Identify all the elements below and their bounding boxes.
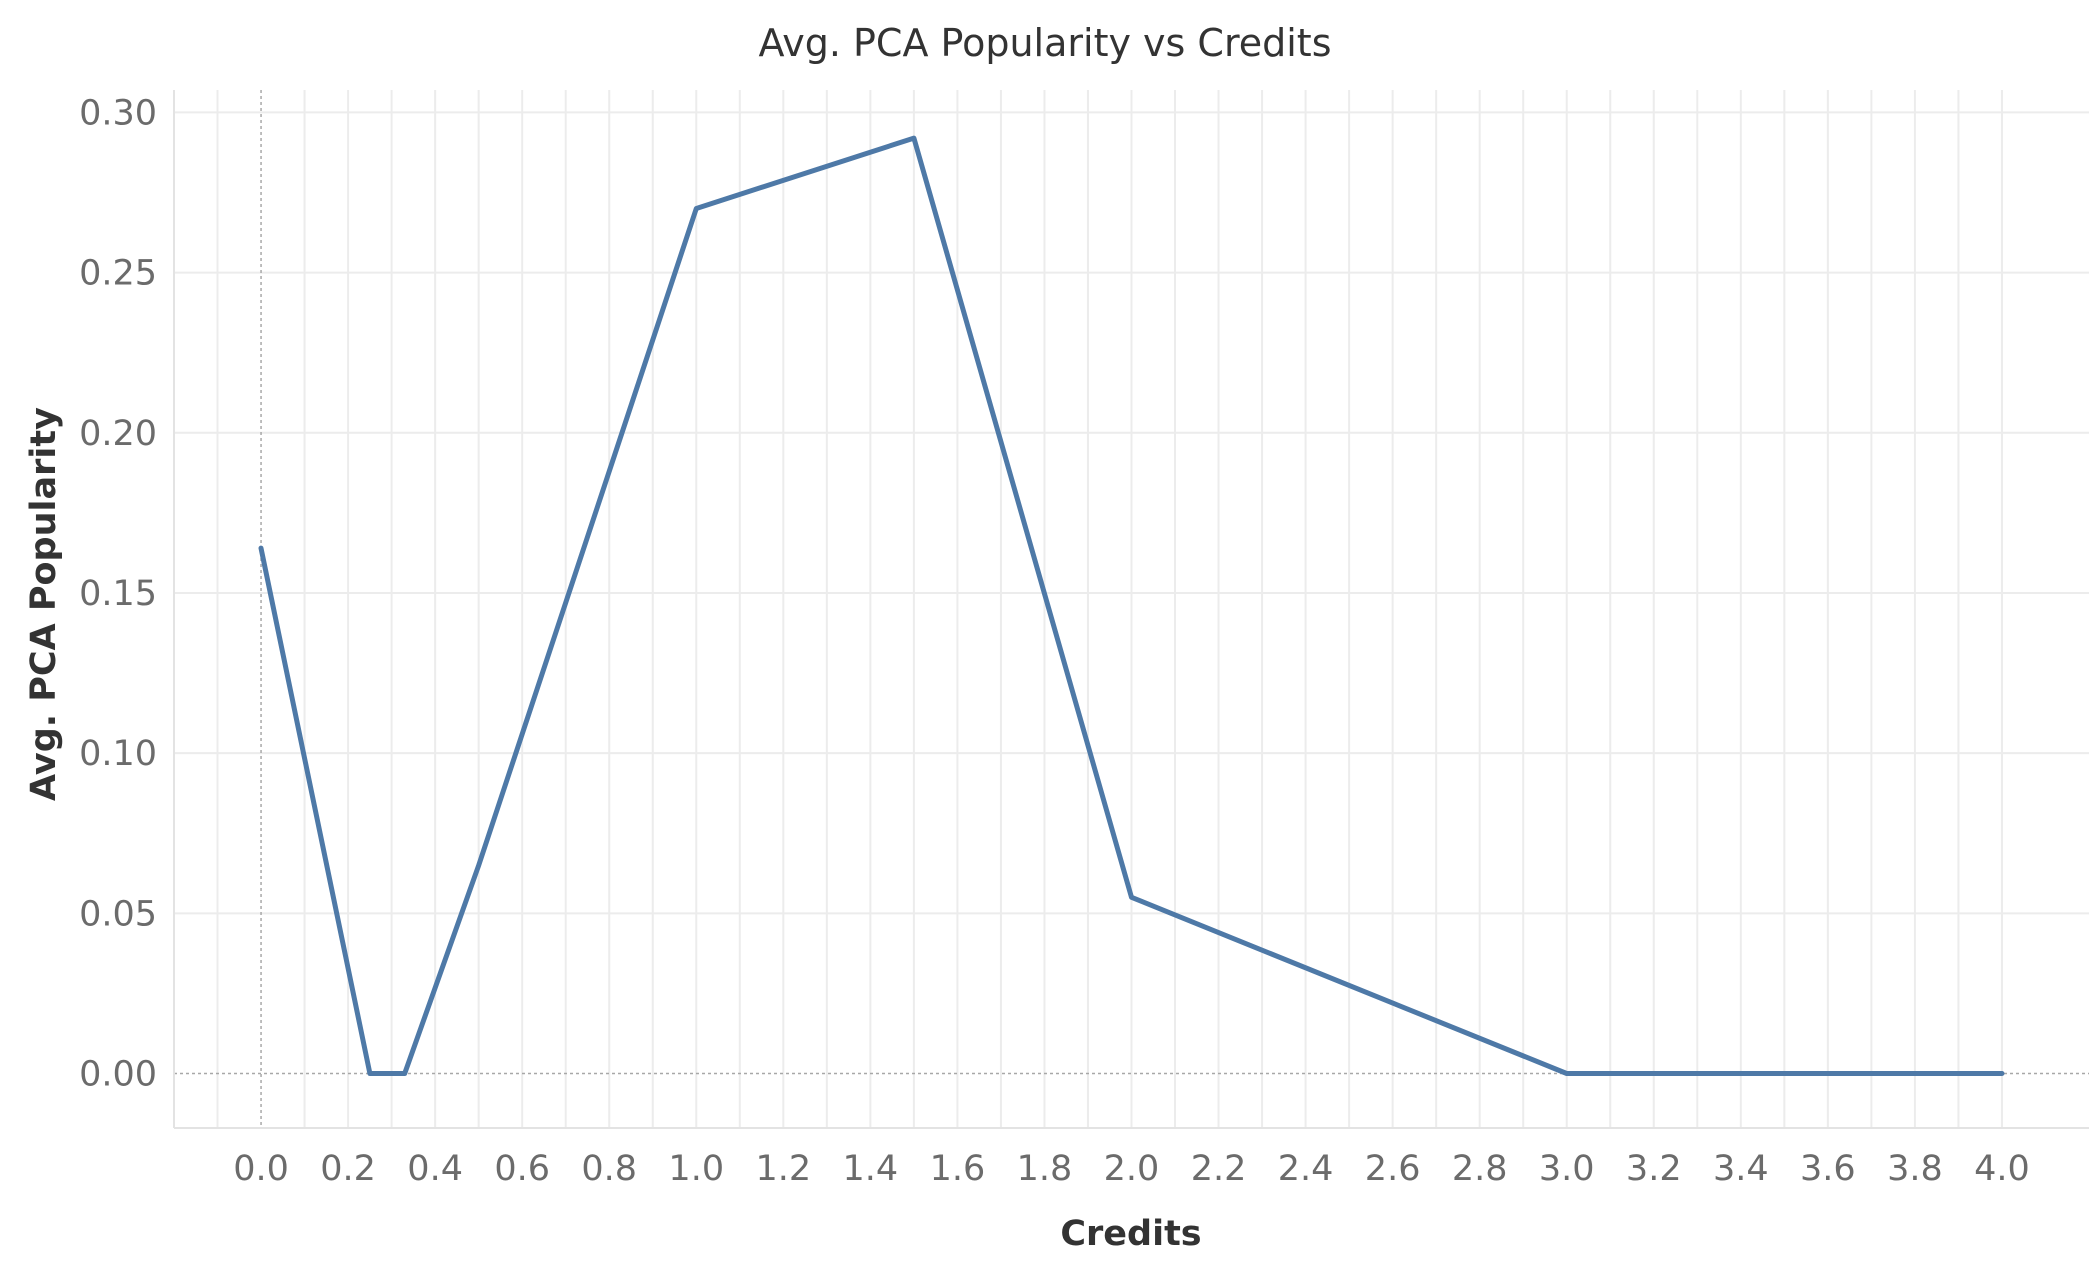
- y-tick-label: 0.30: [79, 93, 157, 133]
- y-tick-label: 0.10: [79, 734, 157, 774]
- y-tick-label: 0.25: [79, 254, 157, 294]
- x-tick-label: 2.2: [1191, 1149, 1247, 1189]
- x-tick-label: 0.4: [407, 1149, 463, 1189]
- x-tick-labels: 0.0 0.2 0.4 0.6 0.8 1.0 1.2 1.4 1.6 1.8 2.0 2.2 2.4 2…: [233, 1149, 2030, 1189]
- y-tick-label: 0.20: [79, 414, 157, 454]
- x-tick-label: 1.8: [1017, 1149, 1073, 1189]
- x-tick-label: 1.0: [668, 1149, 724, 1189]
- x-tick-label: 2.4: [1278, 1149, 1334, 1189]
- y-axis-title: Avg. PCA Popularity: [24, 407, 64, 801]
- reference-lines: [174, 90, 2089, 1128]
- x-tick-label: 3.0: [1539, 1149, 1595, 1189]
- x-tick-label: 2.0: [1104, 1149, 1160, 1189]
- x-tick-label: 1.4: [843, 1149, 899, 1189]
- x-axis-title: Credits: [1060, 1214, 1201, 1254]
- chart-title: Avg. PCA Popularity vs Credits: [758, 21, 1331, 65]
- x-tick-label: 4.0: [1974, 1149, 2030, 1189]
- x-tick-label: 3.6: [1800, 1149, 1856, 1189]
- y-tick-labels: 0.00 0.05 0.10 0.15 0.20 0.25 0.30: [79, 93, 157, 1094]
- series-lines: [258, 135, 2005, 1076]
- x-tick-label: 3.8: [1887, 1149, 1943, 1189]
- gridlines: [174, 90, 2089, 1128]
- y-tick-label: 0.00: [79, 1055, 157, 1095]
- x-tick-label: 2.6: [1365, 1149, 1421, 1189]
- x-tick-label: 0.2: [320, 1149, 376, 1189]
- x-tick-label: 1.6: [930, 1149, 986, 1189]
- x-tick-label: 0.0: [233, 1149, 289, 1189]
- x-tick-label: 1.2: [755, 1149, 811, 1189]
- x-tick-label: 3.2: [1626, 1149, 1682, 1189]
- series-line: [258, 135, 2005, 1076]
- x-tick-label: 0.6: [494, 1149, 550, 1189]
- y-tick-label: 0.05: [79, 894, 157, 934]
- x-tick-label: 2.8: [1452, 1149, 1508, 1189]
- x-tick-label: 3.4: [1713, 1149, 1769, 1189]
- axes: [173, 90, 2089, 1129]
- x-tick-label: 0.8: [581, 1149, 637, 1189]
- y-tick-label: 0.15: [79, 574, 157, 614]
